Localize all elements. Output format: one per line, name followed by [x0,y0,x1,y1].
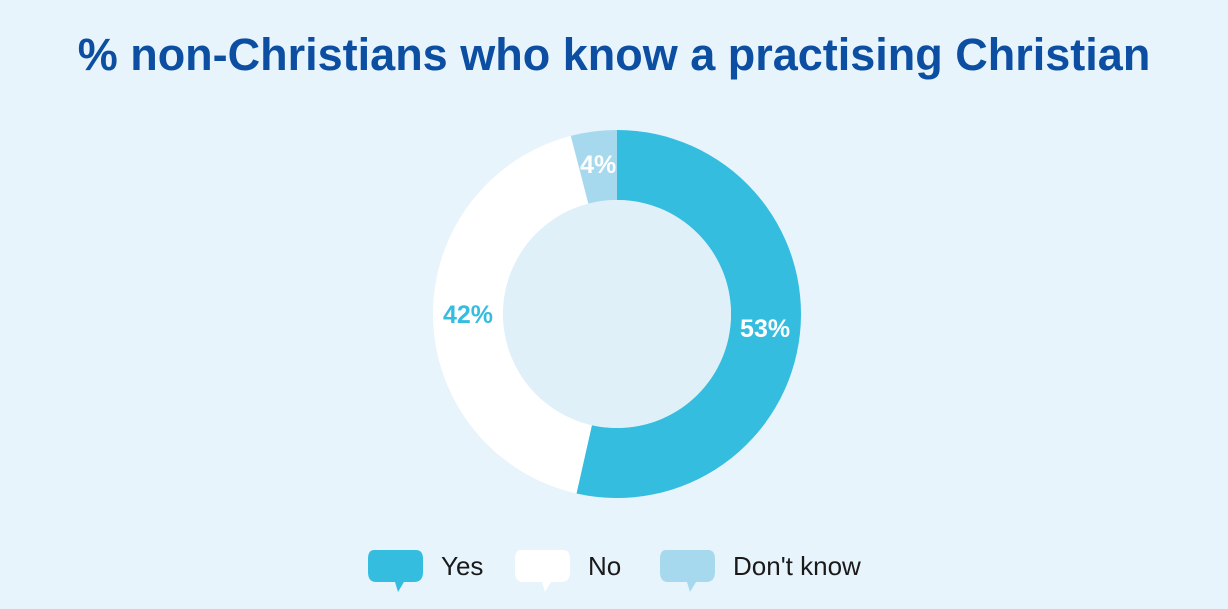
legend-swatch [368,550,423,592]
donut-hole [503,200,731,428]
legend-label: Don't know [733,551,861,581]
value-label: 42% [443,301,493,329]
donut-slice [432,135,592,494]
legend-swatch [515,550,570,592]
legend-swatch [660,550,715,592]
donut-slice [576,130,801,498]
value-label: 53% [740,315,790,343]
donut-slice [570,130,617,204]
value-label: 4% [580,151,616,179]
legend-label: Yes [441,551,483,581]
chart-title: % non-Christians who know a practising C… [78,29,1151,80]
legend-label: No [588,551,621,581]
